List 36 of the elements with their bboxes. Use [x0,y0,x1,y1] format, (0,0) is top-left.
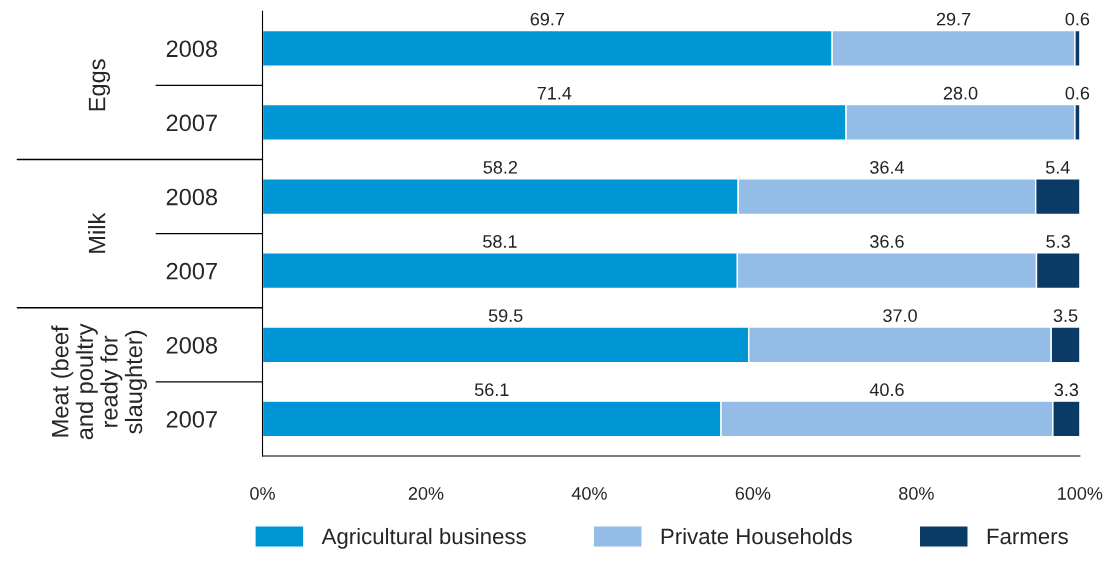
legend-label: Agricultural business [321,527,526,549]
data-label: 69.7 [530,12,565,26]
text: Meat (beef and poultry ready for slaughter) [51,323,147,440]
data-label: 58.2 [483,160,518,174]
y-tick-label: 2008 [166,40,218,58]
data-label: 3.5 [1053,309,1078,322]
text: Eggs [88,59,111,111]
x-tick-label: 100% [1058,487,1103,500]
y-tick-label: 2007 [166,411,217,428]
y-tick-label: 2007 [166,114,217,132]
text: Milk [88,212,106,253]
legend-label: Farmers [987,528,1068,545]
data-label: 37.0 [883,309,917,322]
data-label: 36.4 [870,160,904,174]
data-label: 5.3 [1046,235,1070,248]
x-tick-label: 60% [735,487,771,500]
x-tick-label: 0% [250,487,275,500]
data-label: 40.6 [869,383,904,397]
data-label: 36.6 [870,235,904,248]
legend-label: Private Households [661,527,852,545]
y-tick-label: 2007 [166,262,217,280]
y-tick-label: 2008 [166,188,218,206]
data-label: 5.4 [1045,161,1070,174]
x-tick-label: 80% [899,487,934,500]
data-label: 59.5 [488,309,523,322]
data-label: 56.1 [474,383,509,397]
data-label: 3.3 [1054,383,1079,397]
data-label: 71.4 [537,87,572,100]
y-tick-label: 2008 [166,336,218,354]
data-label: 0.6 [1065,86,1090,100]
x-tick-label: 20% [408,487,444,500]
data-label: 29.7 [936,12,971,26]
data-label: 58.1 [483,235,517,248]
x-tick-label: 40% [571,487,607,500]
data-label: 0.6 [1065,12,1090,26]
data-label: 28.0 [943,86,978,100]
